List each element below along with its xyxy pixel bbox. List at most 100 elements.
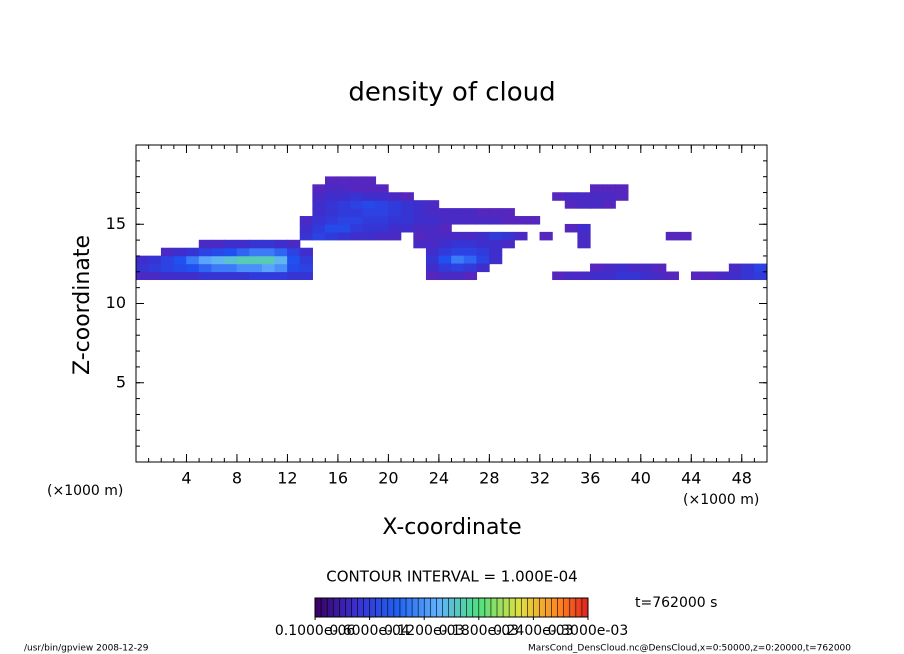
cell xyxy=(451,231,465,241)
cell xyxy=(590,192,604,201)
cell xyxy=(375,200,389,209)
cell xyxy=(388,231,402,241)
cell xyxy=(312,216,326,225)
cell xyxy=(198,247,213,257)
cell xyxy=(514,216,528,225)
cell xyxy=(438,239,452,249)
cell xyxy=(514,231,528,241)
cell xyxy=(615,184,629,193)
cell xyxy=(388,200,402,209)
cell xyxy=(716,271,730,281)
cell xyxy=(438,271,452,281)
chart-title: density of cloud xyxy=(348,78,555,108)
cell xyxy=(489,231,503,241)
cell xyxy=(312,231,326,241)
cell xyxy=(160,255,175,265)
cell xyxy=(400,223,414,233)
cell xyxy=(577,239,591,249)
cell xyxy=(413,223,427,233)
cell xyxy=(135,263,149,273)
cell xyxy=(425,239,440,249)
cell xyxy=(186,247,200,257)
cell xyxy=(299,263,313,273)
cell xyxy=(274,247,288,257)
x-tick-label: 16 xyxy=(328,469,348,488)
cell xyxy=(489,216,503,225)
cell xyxy=(337,208,351,217)
cell xyxy=(325,208,339,217)
cell xyxy=(350,176,364,185)
cell xyxy=(627,271,642,281)
cell xyxy=(653,271,667,281)
cell xyxy=(160,247,175,257)
cell xyxy=(337,231,351,241)
cell xyxy=(451,271,465,281)
cell xyxy=(211,239,225,249)
y-tick-label: 10 xyxy=(106,293,126,312)
cell xyxy=(463,271,478,281)
cell xyxy=(375,216,389,225)
cell xyxy=(400,192,414,201)
cell xyxy=(665,271,679,281)
colorbar-tick-label: 0.1200e-03 xyxy=(384,623,464,639)
cell xyxy=(451,247,465,257)
cell xyxy=(741,271,755,281)
cell xyxy=(362,216,377,225)
cell xyxy=(173,263,187,273)
cell xyxy=(577,200,591,209)
cell xyxy=(425,271,440,281)
x-tick-label: 28 xyxy=(479,469,499,488)
cell xyxy=(312,223,326,233)
cell xyxy=(552,271,566,281)
cell xyxy=(249,239,263,249)
cell xyxy=(375,231,389,241)
cell xyxy=(337,176,351,185)
cell xyxy=(148,271,162,281)
cell xyxy=(198,239,213,249)
cell xyxy=(325,192,339,201)
cell xyxy=(236,255,250,265)
cell xyxy=(489,239,503,249)
cell xyxy=(274,263,288,273)
cell xyxy=(451,208,465,217)
footer-left: /usr/bin/gpview 2008-12-29 xyxy=(24,644,149,654)
cell xyxy=(438,208,452,217)
x-tick-label: 48 xyxy=(732,469,752,488)
cell xyxy=(325,200,339,209)
colorbar: 0.1000e-060.6000e-040.1200e-030.1800e-03… xyxy=(275,597,628,639)
cell xyxy=(703,271,717,281)
cell xyxy=(337,192,351,201)
cell xyxy=(375,223,389,233)
cell xyxy=(463,208,478,217)
cell xyxy=(728,271,743,281)
cell xyxy=(552,192,566,201)
cell xyxy=(299,247,313,257)
cell xyxy=(615,271,629,281)
cell xyxy=(463,231,478,241)
contour-interval: CONTOUR INTERVAL = 1.000E-04 xyxy=(326,568,577,586)
cell xyxy=(476,231,490,241)
cell xyxy=(476,208,490,217)
cell xyxy=(299,223,313,233)
cell xyxy=(186,271,200,281)
cell xyxy=(148,255,162,265)
cell xyxy=(590,263,604,273)
cell xyxy=(653,263,667,273)
cell xyxy=(236,263,250,273)
cell xyxy=(425,231,440,241)
cell xyxy=(224,239,238,249)
cell xyxy=(362,200,377,209)
cell xyxy=(274,239,288,249)
cell xyxy=(312,184,326,193)
cell xyxy=(224,271,238,281)
cell xyxy=(224,247,238,257)
cell xyxy=(438,223,452,233)
cell xyxy=(160,263,175,273)
cell xyxy=(249,247,263,257)
cell xyxy=(186,263,200,273)
cell xyxy=(438,216,452,225)
cell xyxy=(362,184,377,193)
x-tick-label: 20 xyxy=(378,469,398,488)
cell xyxy=(501,208,515,217)
cell xyxy=(425,200,440,209)
